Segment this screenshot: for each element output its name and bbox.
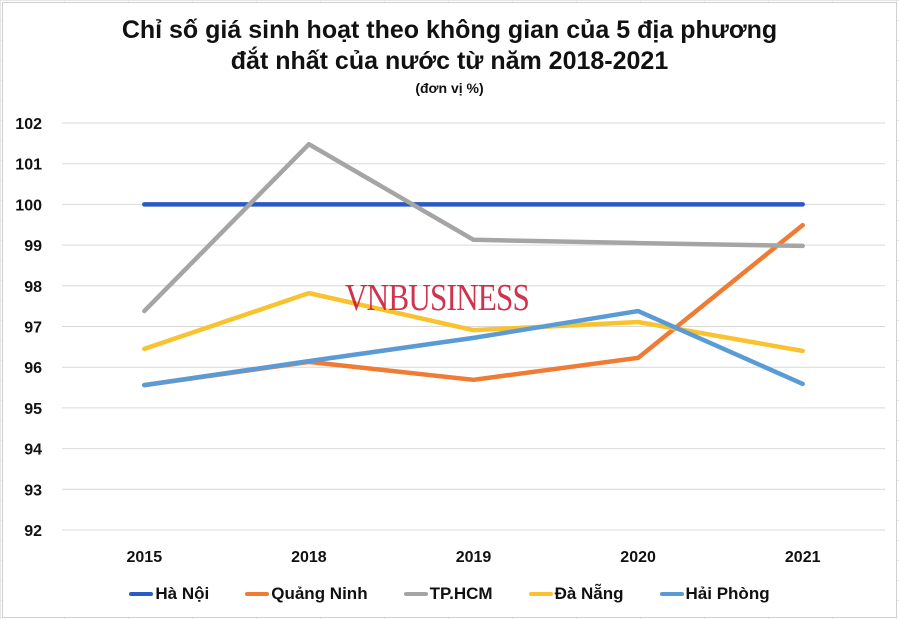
x-tick-label: 2019 <box>456 549 492 566</box>
y-tick-label: 98 <box>24 279 42 296</box>
x-tick-label: 2021 <box>785 549 821 566</box>
y-tick-label: 92 <box>24 523 42 540</box>
x-tick-label: 2018 <box>291 549 327 566</box>
x-tick-label: 2015 <box>127 549 163 566</box>
legend-item: TP.HCM <box>403 584 493 604</box>
chart-title: Chỉ số giá sinh hoạt theo không gian của… <box>121 16 778 44</box>
legend-label: Đà Nẵng <box>554 584 624 603</box>
chart-subtitle: (đơn vị %) <box>415 80 484 96</box>
series-line-4 <box>142 308 805 388</box>
legend-item: Hải Phòng <box>659 584 770 604</box>
chart-title-line2: đắt nhất của nước từ năm 2018-2021 <box>230 47 669 75</box>
y-tick-label: 93 <box>24 482 42 499</box>
y-tick-label: 102 <box>15 116 42 133</box>
legend-label: Hà Nội <box>155 584 210 603</box>
y-tick-label: 97 <box>24 320 42 337</box>
legend-label: TP.HCM <box>429 584 493 603</box>
legend-swatch <box>659 592 684 596</box>
y-tick-label: 96 <box>24 360 42 377</box>
legend-label: Hải Phòng <box>685 584 770 603</box>
legend-item: Quảng Ninh <box>245 584 368 604</box>
legend-swatch <box>245 592 270 596</box>
y-tick-label: 99 <box>24 238 42 255</box>
y-tick-label: 101 <box>15 157 42 174</box>
legend: Hà Nội Quảng Ninh TP.HCM Đà Nẵng Hải Phòng <box>0 584 899 604</box>
x-tick-label: 2020 <box>620 549 656 566</box>
legend-swatch <box>403 592 428 596</box>
watermark-logo: VNBUSINESS <box>345 277 530 319</box>
legend-swatch <box>528 592 553 596</box>
legend-item: Hà Nội <box>129 584 209 604</box>
legend-swatch <box>129 592 154 596</box>
legend-item: Đà Nẵng <box>528 584 624 604</box>
y-tick-label: 100 <box>15 197 42 214</box>
y-tick-label: 95 <box>24 401 42 418</box>
legend-label: Quảng Ninh <box>271 584 368 603</box>
y-tick-label: 94 <box>24 442 42 459</box>
